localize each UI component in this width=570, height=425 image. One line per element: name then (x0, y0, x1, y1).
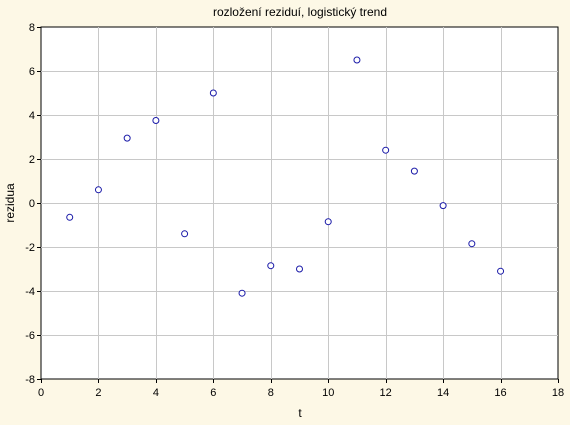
data-points (66, 56, 505, 297)
data-point (123, 134, 131, 142)
data-point (267, 262, 275, 270)
grid-lines (41, 27, 558, 379)
data-point (410, 167, 418, 175)
x-tick-label: 2 (95, 387, 101, 399)
x-tick-labels: 0 2 4 6 8 10 12 14 16 18 (38, 387, 564, 399)
y-tick-label: -4 (25, 286, 35, 298)
y-tick-label: -6 (25, 330, 35, 342)
data-point (497, 267, 505, 275)
x-tick-label: 8 (268, 387, 274, 399)
y-tick-label: -2 (25, 242, 35, 254)
y-tick-label: -8 (25, 374, 35, 386)
data-point (296, 265, 303, 273)
chart-title: rozložení reziduí, logistický trend (213, 5, 387, 19)
axis-ticks (37, 27, 559, 383)
x-tick-label: 14 (437, 387, 449, 399)
data-point (324, 218, 332, 226)
y-tick-label: 0 (29, 198, 35, 210)
x-tick-label: 16 (494, 387, 506, 399)
y-tick-label: 4 (29, 110, 35, 122)
x-tick-label: 6 (210, 387, 216, 399)
data-point (468, 240, 476, 248)
x-tick-label: 4 (153, 387, 159, 399)
y-tick-label: 2 (29, 154, 35, 166)
x-tick-label: 0 (38, 387, 44, 399)
y-tick-labels: -8 -6 -4 -2 0 2 4 6 8 (25, 22, 35, 386)
data-point (209, 89, 217, 97)
x-axis-label: t (298, 406, 302, 420)
data-point (353, 56, 361, 64)
data-point (94, 186, 102, 194)
x-tick-label: 10 (322, 387, 334, 399)
data-point (181, 230, 189, 238)
data-point (238, 289, 246, 297)
y-tick-label: 8 (29, 22, 35, 34)
x-tick-label: 12 (380, 387, 392, 399)
y-tick-label: 6 (29, 66, 35, 78)
data-point (152, 117, 160, 124)
x-tick-label: 18 (552, 387, 564, 399)
data-point (382, 146, 390, 154)
data-point (66, 213, 74, 221)
data-point (439, 202, 447, 210)
y-axis-label: rezidua (3, 183, 17, 223)
